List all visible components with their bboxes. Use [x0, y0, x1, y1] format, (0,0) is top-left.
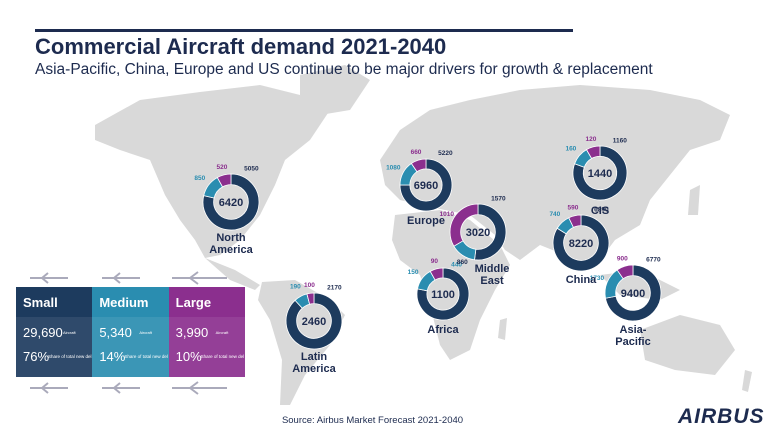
aircraft-unit: Aircraft	[139, 330, 152, 335]
segment-label: 660	[411, 149, 422, 156]
subtitle: Asia-Pacific, China, Europe and US conti…	[35, 61, 653, 78]
region-name: Africa	[427, 324, 459, 336]
share-unit: Share of total new del	[200, 354, 245, 359]
aircraft-count: 5,340	[99, 325, 132, 340]
donut-segment	[552, 214, 610, 272]
column-head	[168, 287, 245, 317]
segment-label: 100	[304, 282, 315, 289]
segment-label: 1730	[590, 275, 605, 282]
segment-label: 850	[194, 175, 205, 182]
donut-segment	[306, 292, 315, 305]
aircraft-count: 3,990	[175, 325, 209, 340]
share-unit: Share of total new del	[48, 354, 92, 359]
segment-label: 2170	[327, 284, 342, 291]
donut-total: 3020	[466, 227, 490, 239]
aircraft-unit: Aircraft	[63, 330, 76, 335]
column-name: Medium	[99, 295, 149, 310]
donut-total: 6960	[414, 180, 438, 192]
title: Commercial Aircraft demand 2021-2040	[35, 34, 447, 59]
donut-total: 8220	[569, 238, 593, 250]
plane-icons	[30, 271, 227, 395]
segment-label: 150	[408, 269, 419, 276]
donut-segment	[585, 145, 601, 160]
donut-total: 9400	[621, 288, 645, 300]
region-name: CIS	[590, 205, 610, 217]
donut-segment	[449, 203, 479, 247]
logo: AIRBUS	[678, 405, 765, 428]
segment-label: 90	[431, 258, 439, 265]
segment-label: 860	[457, 259, 468, 266]
segment-label: 520	[217, 164, 228, 171]
segment-label: 900	[617, 255, 628, 262]
column-name: Small	[23, 295, 58, 310]
size-table: Small 29,690 Aircraft 76% Share of total new…	[16, 287, 245, 377]
aircraft-count: 29,690	[23, 325, 63, 340]
donut-segment	[216, 173, 232, 188]
donut-segment	[285, 292, 343, 350]
segment-label: 5220	[438, 150, 453, 157]
segment-label: 160	[565, 145, 576, 152]
donut-segment	[572, 145, 628, 201]
share-unit: Share of total new del	[124, 354, 168, 359]
segment-label: 120	[586, 136, 597, 143]
region-name: Middle East	[474, 263, 510, 287]
region-name: Europe	[407, 215, 445, 227]
segment-label: 5050	[244, 165, 259, 172]
donut-segment	[399, 158, 453, 212]
source: Source: Airbus Market Forecast 2021-2040	[281, 415, 464, 426]
header-rule	[35, 29, 573, 32]
segment-label: 740	[549, 211, 560, 218]
segment-label: 1010	[440, 211, 455, 218]
share: 10%	[175, 349, 202, 364]
segment-label: 1080	[386, 164, 401, 171]
share: 76%	[23, 349, 50, 364]
donut-segment	[568, 214, 582, 228]
donut-total: 1100	[431, 289, 455, 301]
region-name: China	[565, 274, 597, 286]
donut-segment	[616, 264, 634, 280]
donut-segment	[416, 267, 470, 321]
donut-total: 2460	[302, 316, 326, 328]
segment-label: 190	[290, 283, 301, 290]
segment-label: 6770	[646, 256, 661, 263]
region-name: Latin America	[292, 351, 336, 375]
donut-segment	[410, 158, 427, 173]
column-head	[16, 287, 93, 317]
segment-label: 1160	[613, 137, 627, 144]
donut-segment	[605, 264, 662, 322]
donut-segment	[202, 173, 260, 231]
aircraft-unit: Aircraft	[215, 330, 229, 335]
donut-segment	[429, 267, 444, 281]
region-name: Asia-Pacific	[615, 324, 651, 348]
donut-total: 1440	[588, 168, 612, 180]
column-head	[92, 287, 169, 317]
segment-label: 440	[451, 261, 462, 268]
world-map	[95, 65, 752, 405]
column-name: Large	[175, 295, 212, 310]
segment-label: 6890	[594, 206, 609, 213]
region-name: North America	[209, 232, 253, 256]
segment-label: 1570	[491, 195, 506, 202]
share: 14%	[99, 349, 126, 364]
segment-label: 590	[568, 205, 579, 212]
donut-total: 6420	[219, 197, 243, 209]
